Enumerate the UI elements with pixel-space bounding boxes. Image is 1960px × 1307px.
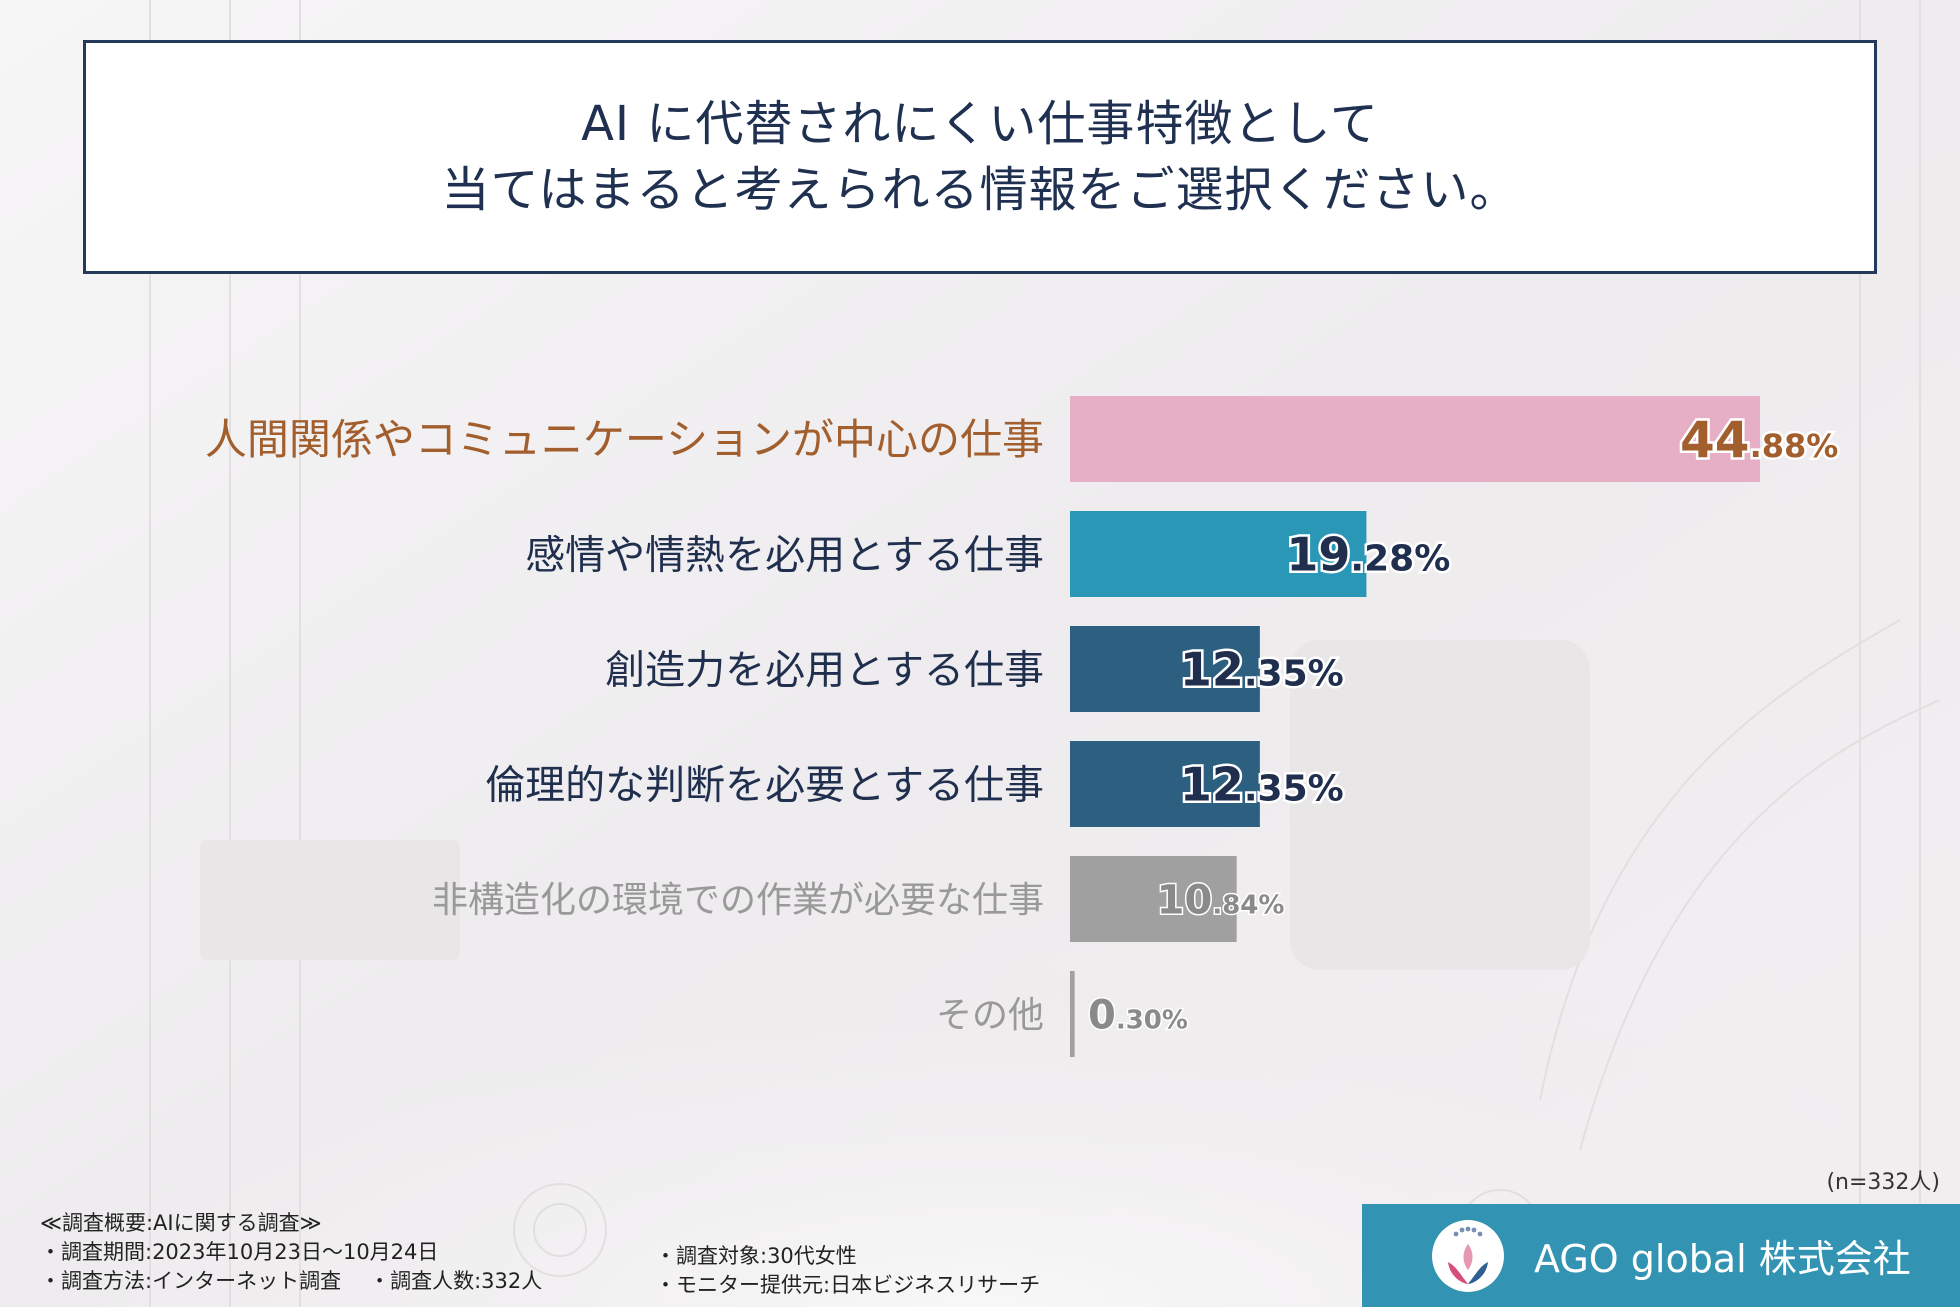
lotus-hands-icon — [1432, 1219, 1504, 1292]
survey-summary-heading: ≪調査概要:AIに関する調査≫ — [40, 1211, 322, 1235]
survey-method: ・調査方法:インターネット調査 — [40, 1269, 342, 1293]
survey-period: ・調査期間:2023年10月23日～10月24日 — [40, 1240, 439, 1264]
survey-count: ・調査人数:332人 — [369, 1269, 543, 1293]
bar-4 — [1070, 741, 1260, 827]
bar-5 — [1070, 856, 1237, 942]
survey-details: ・調査対象:30代女性 ・モニター提供元:日本ビジネスリサーチ — [655, 1242, 1040, 1300]
category-label-1: 人間関係やコミュニケーションが中心の仕事 — [205, 415, 1044, 464]
brand-banner: AGO global 株式会社 — [1362, 1204, 1960, 1307]
bar-3 — [1070, 626, 1260, 712]
value-label-5: 10.84% — [1157, 877, 1285, 923]
survey-provider: ・モニター提供元:日本ビジネスリサーチ — [655, 1273, 1041, 1297]
bar-6 — [1070, 971, 1075, 1057]
value-label-1: 44.88% — [1680, 411, 1838, 469]
bar-1 — [1070, 396, 1760, 482]
company-name: AGO global 株式会社 — [1534, 1237, 1911, 1281]
sample-size-note: (n=332人) — [1826, 1170, 1940, 1195]
question-title-line-1: AI に代替されにくい仕事特徴として — [581, 96, 1379, 152]
value-label-2: 19.28% — [1286, 528, 1450, 582]
category-label-6: その他 — [936, 995, 1044, 1036]
survey-target: ・調査対象:30代女性 — [655, 1244, 857, 1268]
value-label-3: 12.35% — [1180, 643, 1344, 697]
value-label-6: 0.30% — [1088, 992, 1188, 1038]
question-title-line-2: 当てはまると考えられる情報をご選択ください。 — [441, 162, 1519, 218]
category-label-3: 創造力を必用とする仕事 — [605, 647, 1044, 693]
bar-chart: 人間関係やコミュニケーションが中心の仕事 44.88% 感情や情熱を必用とする仕事 1… — [205, 396, 1841, 1057]
value-label-4: 12.35% — [1180, 758, 1344, 812]
question-title-box: AI に代替されにくい仕事特徴として 当てはまると考えられる情報をご選択ください… — [83, 40, 1877, 274]
survey-summary: ≪調査概要:AIに関する調査≫ ・調査期間:2023年10月23日～10月24日… — [40, 1209, 542, 1296]
category-label-2: 感情や情熱を必用とする仕事 — [525, 532, 1044, 578]
category-label-5: 非構造化の環境での作業が必要な仕事 — [432, 880, 1044, 921]
category-label-4: 倫理的な判断を必要とする仕事 — [485, 762, 1044, 808]
bar-2 — [1070, 511, 1367, 597]
